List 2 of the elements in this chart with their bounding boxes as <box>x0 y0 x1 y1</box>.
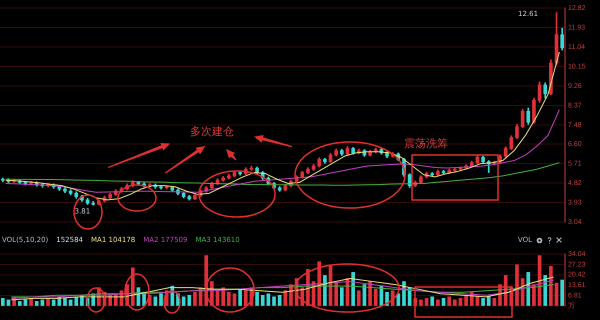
annotation: 震荡洗筹 <box>404 136 448 151</box>
annotation: 多次建仓 <box>190 124 234 139</box>
